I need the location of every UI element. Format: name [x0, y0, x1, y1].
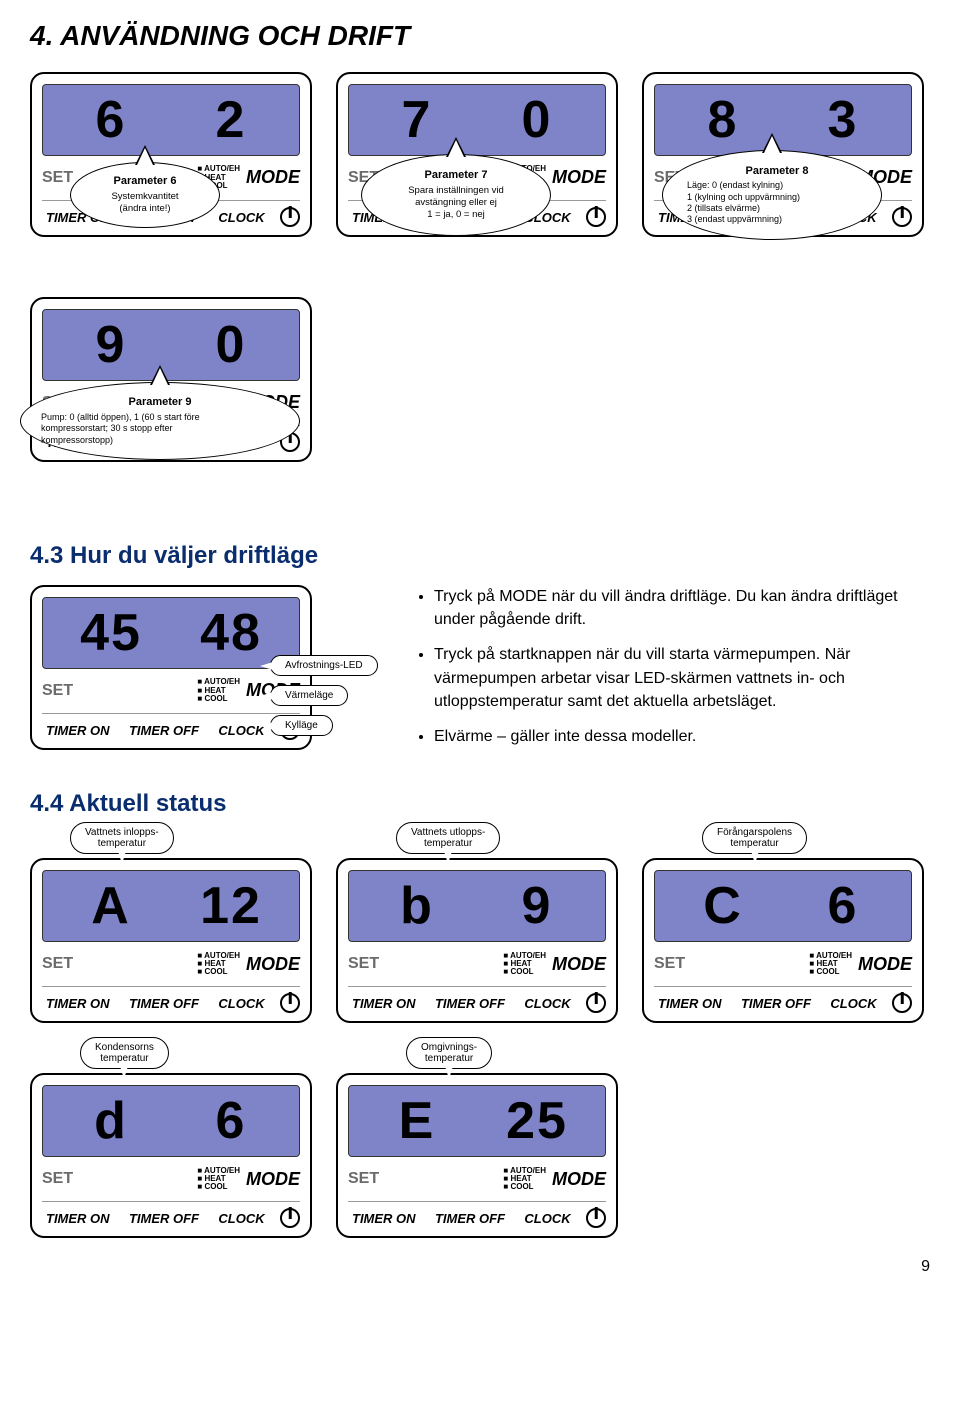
device-status-c: C6 SETAUTO/EHHEATCOOLMODE TIMER ONTIMER … [642, 858, 924, 1023]
callout-p7: Parameter 7 Spara inställningen vid avst… [361, 154, 551, 236]
page-title: 4. ANVÄNDNING OCH DRIFT [30, 20, 930, 52]
pill-cool: Kylläge [270, 715, 333, 736]
set-label: SET [42, 169, 73, 187]
mode-text: MODE [246, 167, 300, 188]
callout-title: Parameter 6 [85, 175, 205, 189]
device-status-e: E25 SETAUTO/EHHEATCOOLMODE TIMER ONTIMER… [336, 1073, 618, 1238]
page-number: 9 [921, 1258, 930, 1276]
status-row-1: Vattnets inlopps- temperatur A12 SETAUTO… [30, 858, 930, 1023]
pill-inlet: Vattnets inlopps- temperatur [70, 822, 174, 854]
param-row-2: 9 0 SET AUTO/EH HEAT COOL MODE TIMER ON … [30, 297, 930, 462]
clock: CLOCK [214, 208, 268, 227]
bullet: Tryck på startknappen när du vill starta… [434, 643, 930, 713]
bullet: Elvärme – gäller inte dessa modeller. [434, 725, 930, 748]
device-status-d: d6 SETAUTO/EHHEATCOOLMODE TIMER ONTIMER … [30, 1073, 312, 1238]
lcd: 7 0 [348, 84, 606, 156]
param-row-1: 6 2 SET AUTO/EH HEAT COOL MODE TIMER ON … [30, 72, 930, 237]
lcd: 6 2 [42, 84, 300, 156]
status-row-2: Kondensorns temperatur d6 SETAUTO/EHHEAT… [30, 1073, 930, 1238]
section-43-heading: 4.3 Hur du väljer driftläge [30, 542, 930, 570]
power-icon [280, 207, 300, 227]
pill-outlet: Vattnets utlopps- temperatur [396, 822, 500, 854]
lcd-digit-a: 7 [377, 90, 457, 150]
lcd-digit-b: 0 [497, 90, 577, 150]
power-icon [586, 1208, 606, 1228]
lcd-digit-a: 8 [683, 90, 763, 150]
power-icon [892, 993, 912, 1013]
section-43-bullets: Tryck på MODE när du vill ändra driftläg… [410, 585, 930, 760]
section-43: 45 48 SET AUTO/EH HEAT COOL MODE TIMER O… [30, 585, 930, 760]
pill-heat: Värmeläge [270, 685, 348, 706]
lcd-digit-b: 2 [191, 90, 271, 150]
power-icon [586, 207, 606, 227]
pill-ambient: Omgivnings- temperatur [406, 1037, 492, 1069]
callout-p9: Parameter 9 Pump: 0 (alltid öppen), 1 (6… [20, 382, 300, 460]
lcd: 8 3 [654, 84, 912, 156]
pill-defrost: Avfrostnings-LED [270, 655, 378, 676]
device-status-b: b9 SETAUTO/EHHEATCOOLMODE TIMER ONTIMER … [336, 858, 618, 1023]
power-icon [280, 993, 300, 1013]
power-icon [280, 1208, 300, 1228]
device-status-a: A12 SETAUTO/EHHEATCOOLMODE TIMER ONTIMER… [30, 858, 312, 1023]
lcd: 9 0 [42, 309, 300, 381]
power-icon [892, 207, 912, 227]
pill-evap: Förångarspolens temperatur [702, 822, 807, 854]
lcd: 45 48 [42, 597, 300, 669]
power-icon [586, 993, 606, 1013]
lcd-digit-b: 3 [803, 90, 883, 150]
lcd-digit-a: 6 [71, 90, 151, 150]
callout-p8: Parameter 8 Läge: 0 (endast kylning) 1 (… [662, 150, 882, 240]
callout-p6: Parameter 6 Systemkvantitet (ändra inte!… [70, 162, 220, 228]
section-44-heading: 4.4 Aktuell status [30, 790, 930, 818]
bullet: Tryck på MODE när du vill ändra driftläg… [434, 585, 930, 631]
callout-body: Systemkvantitet (ändra inte!) [85, 191, 205, 215]
pill-cond: Kondensorns temperatur [80, 1037, 169, 1069]
